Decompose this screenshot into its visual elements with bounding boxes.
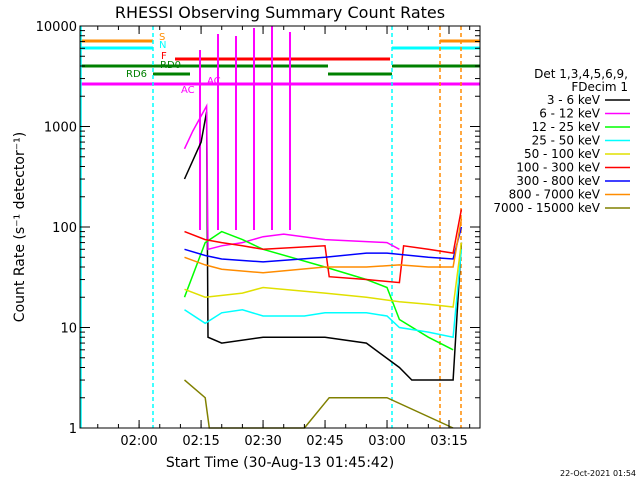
legend-entry-label: 12 - 25 keV (532, 120, 601, 134)
legend-entry-label: 800 - 7000 keV (509, 188, 601, 202)
flag-label: N (159, 40, 166, 51)
y-tick-label: 1 (69, 422, 77, 437)
series-line-7 (184, 218, 463, 274)
x-axis-label: Start Time (30-Aug-13 01:45:42) (166, 455, 394, 471)
x-tick-label: 02:45 (306, 434, 343, 449)
flag-label: RD6 (126, 69, 147, 80)
axis-layer: 1 10 100 1000 10000 02:00 02:15 02:30 02:45 03:00… (36, 20, 480, 449)
flag-label: AC (207, 76, 221, 87)
legend-title: Det 1,3,4,5,6,9, (534, 67, 628, 81)
legend-title: FDecim 1 (571, 80, 628, 94)
legend-entry-label: 100 - 300 keV (516, 161, 600, 175)
chart-title: RHESSI Observing Summary Count Rates (115, 3, 445, 22)
legend-entry-label: 25 - 50 keV (532, 134, 601, 148)
series-line-6 (184, 226, 463, 263)
y-axis-label: Count Rate (s⁻¹ detector⁻¹) (12, 132, 28, 322)
timestamp: 22-Oct-2021 01:54 (560, 469, 636, 478)
legend-entry-label: 300 - 800 keV (516, 174, 600, 188)
flag-label: AC (181, 85, 195, 96)
x-tick-label: 03:00 (368, 434, 405, 449)
x-tick-label: 02:00 (120, 434, 157, 449)
x-tick-label: 03:15 (430, 434, 467, 449)
series-line-3 (184, 249, 463, 339)
legend-entry-label: 50 - 100 keV (524, 147, 601, 161)
y-tick-label: 100 (52, 221, 77, 236)
x-tick-label: 02:15 (182, 434, 219, 449)
flag-label: F (161, 51, 167, 62)
legend-entry-label: 3 - 6 keV (547, 93, 601, 107)
legend-entry-label: 6 - 12 keV (539, 107, 601, 121)
series-line-0 (183, 111, 463, 381)
series-line-4 (184, 242, 463, 308)
y-tick-label: 10000 (36, 20, 77, 35)
y-tick-label: 10 (60, 322, 77, 337)
series-line-1 (183, 103, 400, 251)
legend-entry-label: 7000 - 15000 keV (493, 201, 600, 215)
series-line-5 (184, 209, 463, 284)
flag-label: RD0 (160, 60, 181, 71)
y-tick-label: 1000 (44, 121, 77, 136)
flag-label: S (159, 32, 165, 43)
x-tick-label: 02:30 (244, 434, 281, 449)
